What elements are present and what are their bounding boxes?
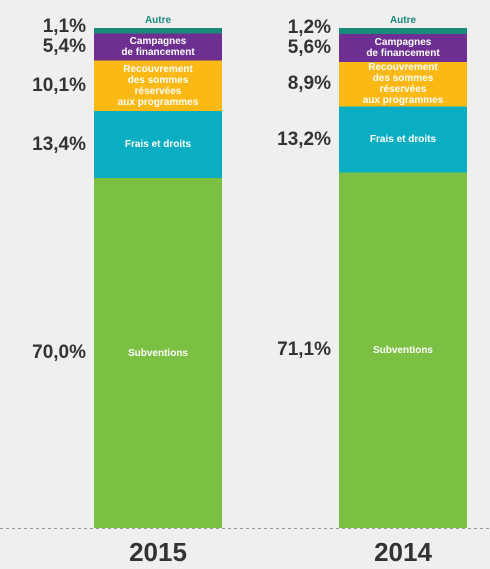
value-label: 5,4% <box>42 36 86 57</box>
segment-label: Subventions <box>372 344 433 356</box>
bar-segment <box>339 34 467 62</box>
x-tick-label: 2014 <box>374 537 432 567</box>
segment-label: Recouvrement des sommes réservées aux pr… <box>117 63 199 108</box>
bar-segment <box>94 111 222 178</box>
segment-label: Recouvrement des sommes réservées aux pr… <box>362 62 444 107</box>
value-label: 1,1% <box>42 16 86 37</box>
segment-label: Autre <box>144 15 172 26</box>
segment-label: Campagnes de financement <box>366 37 440 59</box>
value-label: 10,1% <box>32 74 86 96</box>
segment-label: Subventions <box>127 347 188 359</box>
x-tick-label: 2015 <box>129 537 187 567</box>
bar-segment <box>94 33 222 61</box>
bar-segment <box>94 60 222 111</box>
value-label: 71,1% <box>277 339 331 361</box>
value-label: 13,2% <box>277 128 331 150</box>
value-label: 13,4% <box>32 133 86 155</box>
segment-label: Autre <box>389 15 417 26</box>
value-label: 1,2% <box>287 17 331 38</box>
value-label: 5,6% <box>287 37 331 58</box>
bar-segment <box>339 28 467 34</box>
segment-label: Frais et droits <box>124 139 192 150</box>
value-label: 70,0% <box>32 342 86 363</box>
bar-segment <box>339 106 467 173</box>
value-label: 8,9% <box>287 73 331 95</box>
bar-segment <box>339 62 467 107</box>
segment-label: Frais et droits <box>369 134 437 145</box>
segment-label: Campagnes de financement <box>121 36 195 58</box>
bar-segment <box>339 172 467 528</box>
bar-segment <box>94 28 222 34</box>
bar-segment <box>94 178 222 528</box>
